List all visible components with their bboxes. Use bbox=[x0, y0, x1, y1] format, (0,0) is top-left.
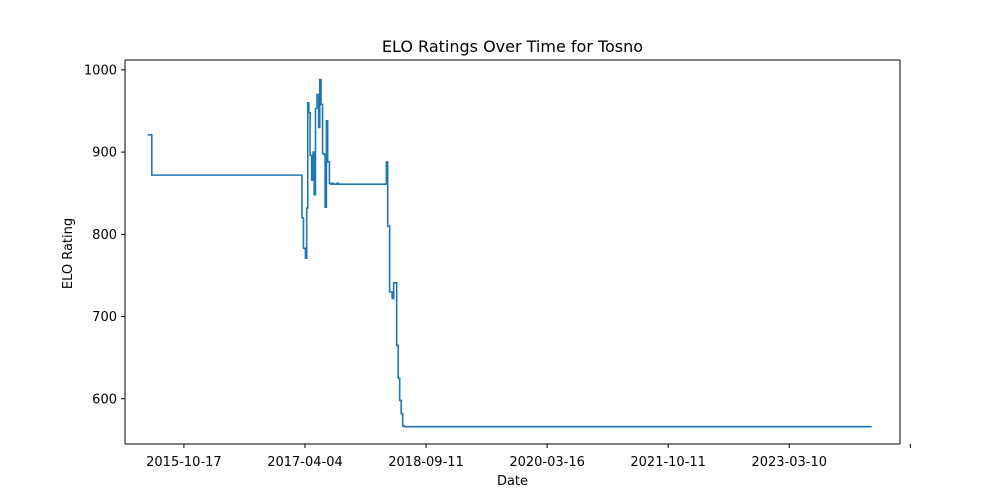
y-tick-label: 700 bbox=[92, 310, 117, 325]
x-tick-label: 2020-03-16 bbox=[509, 455, 585, 470]
x-axis-label: Date bbox=[497, 474, 528, 489]
y-axis-label: ELO Rating bbox=[61, 218, 76, 289]
y-tick-label: 800 bbox=[92, 228, 117, 243]
chart-title: ELO Ratings Over Time for Tosno bbox=[382, 37, 643, 56]
x-tick-label: 2015-10-17 bbox=[146, 455, 222, 470]
x-tick-label: 2017-04-04 bbox=[267, 455, 343, 470]
x-tick-label: 2018-09-11 bbox=[388, 455, 464, 470]
y-tick-label: 900 bbox=[92, 146, 117, 161]
x-tick-label: 2023-03-10 bbox=[751, 455, 827, 470]
y-tick-label: 1000 bbox=[84, 63, 117, 78]
series-line-0 bbox=[147, 78, 872, 428]
y-tick-label: 600 bbox=[92, 392, 117, 407]
x-tick-label: 2021-10-11 bbox=[630, 455, 706, 470]
plot-area: 600 700 800 900 1000 2015-10-17 2017-04-04 2018… bbox=[84, 59, 911, 470]
